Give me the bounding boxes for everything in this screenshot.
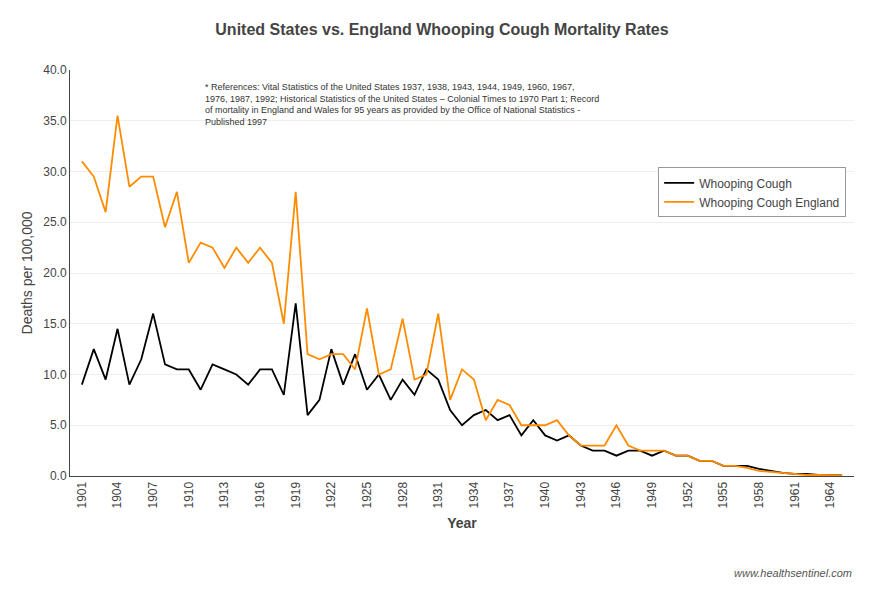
svg-text:1922: 1922 <box>324 481 338 508</box>
svg-text:1931: 1931 <box>431 481 445 508</box>
svg-text:20.0: 20.0 <box>43 266 67 280</box>
svg-text:United States vs. England Whoo: United States vs. England Whooping Cough… <box>215 21 668 38</box>
svg-text:40.0: 40.0 <box>43 63 67 77</box>
svg-text:1907: 1907 <box>146 481 160 508</box>
svg-text:1934: 1934 <box>467 481 481 508</box>
svg-text:10.0: 10.0 <box>43 368 67 382</box>
svg-text:25.0: 25.0 <box>43 215 67 229</box>
svg-text:0.0: 0.0 <box>50 469 67 483</box>
svg-text:1961: 1961 <box>788 481 802 508</box>
svg-text:Year: Year <box>447 515 477 531</box>
svg-text:35.0: 35.0 <box>43 114 67 128</box>
svg-text:1925: 1925 <box>360 481 374 508</box>
svg-text:Whooping Cough: Whooping Cough <box>699 177 792 191</box>
svg-text:1943: 1943 <box>574 481 588 508</box>
svg-text:1937: 1937 <box>502 481 516 508</box>
svg-text:1946: 1946 <box>609 481 623 508</box>
svg-text:1904: 1904 <box>110 481 124 508</box>
svg-text:* References: Vital Statistics: * References: Vital Statistics of the Un… <box>205 82 599 127</box>
svg-text:1940: 1940 <box>538 481 552 508</box>
svg-text:1964: 1964 <box>823 481 837 508</box>
svg-text:www.healthsentinel.com: www.healthsentinel.com <box>734 567 852 579</box>
svg-text:1910: 1910 <box>182 481 196 508</box>
svg-text:1949: 1949 <box>645 481 659 508</box>
svg-text:1913: 1913 <box>217 481 231 508</box>
svg-text:1916: 1916 <box>253 481 267 508</box>
svg-text:1928: 1928 <box>396 481 410 508</box>
svg-text:15.0: 15.0 <box>43 317 67 331</box>
svg-text:1901: 1901 <box>75 481 89 508</box>
svg-text:1955: 1955 <box>716 481 730 508</box>
svg-text:1958: 1958 <box>752 481 766 508</box>
svg-text:1952: 1952 <box>681 481 695 508</box>
svg-text:5.0: 5.0 <box>50 418 67 432</box>
svg-text:Whooping Cough England: Whooping Cough England <box>699 196 839 210</box>
svg-text:30.0: 30.0 <box>43 165 67 179</box>
svg-text:Deaths per 100,000: Deaths per 100,000 <box>19 211 35 334</box>
svg-text:1919: 1919 <box>289 481 303 508</box>
